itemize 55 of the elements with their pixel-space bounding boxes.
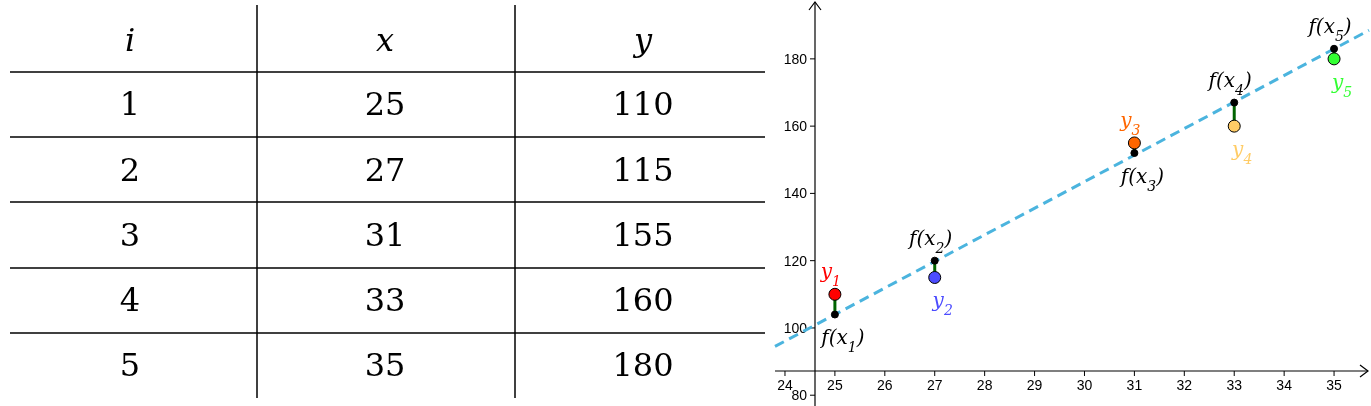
text: 31 — [364, 216, 406, 254]
point — [928, 270, 942, 284]
text: 3 — [119, 216, 141, 254]
text: 25 — [364, 85, 406, 123]
x-tick-label: 24 — [777, 377, 793, 393]
y-tick-label: 120 — [783, 252, 808, 269]
text: y — [631, 21, 653, 59]
annotation: y$_{1}$ — [819, 259, 842, 290]
y-tick-label: 140 — [783, 185, 808, 202]
annotation: y$_{4}$ — [1231, 137, 1253, 168]
point — [828, 287, 842, 301]
y-tick-label: 160 — [783, 118, 808, 135]
text: 155 — [612, 216, 674, 254]
annotation: f(x$_{2}$) — [907, 225, 953, 256]
x-tick-label: 25 — [827, 377, 843, 393]
point — [1230, 98, 1239, 107]
annotation: f(x$_{4}$) — [1206, 67, 1252, 98]
x-tick-label: 32 — [1176, 377, 1193, 393]
x-tick-label: 31 — [1126, 377, 1143, 393]
x-tick-label: 29 — [1026, 377, 1043, 393]
point — [1227, 119, 1241, 133]
text: 180 — [612, 346, 674, 384]
text: 115 — [612, 151, 674, 189]
x-tick-label: 34 — [1276, 377, 1293, 393]
annotation: f(x$_{1}$) — [819, 325, 865, 356]
annotation: f(x$_{5}$) — [1306, 13, 1352, 44]
text: 27 — [364, 151, 406, 189]
text: 2 — [119, 151, 141, 189]
x-tick-label: 33 — [1226, 377, 1243, 393]
point — [1130, 149, 1139, 158]
point — [1327, 52, 1341, 66]
point — [830, 310, 839, 319]
text: 110 — [612, 85, 674, 123]
y-tick-label: 100 — [783, 319, 808, 336]
x-tick-label: 35 — [1326, 377, 1343, 393]
text: 160 — [612, 281, 674, 319]
y-tick-label: 80 — [791, 387, 808, 404]
annotation: y$_{2}$ — [931, 288, 953, 319]
x-tick-label: 26 — [877, 377, 893, 393]
text: 5 — [119, 346, 141, 384]
x-tick-label: 27 — [926, 377, 943, 393]
y-tick-label: 180 — [783, 50, 808, 67]
annotation: y$_{5}$ — [1330, 69, 1353, 100]
text: 33 — [364, 281, 406, 319]
x-tick-label: 30 — [1076, 377, 1093, 393]
x-tick-label: 28 — [976, 377, 993, 393]
point — [1330, 44, 1339, 53]
point — [930, 256, 939, 265]
annotation: f(x$_{3}$) — [1118, 164, 1164, 195]
point — [1127, 136, 1141, 150]
annotation: y$_{3}$ — [1119, 107, 1141, 138]
text: 1 — [119, 85, 141, 123]
text: 4 — [119, 281, 141, 319]
text: x — [375, 21, 395, 59]
text: i — [124, 21, 136, 59]
